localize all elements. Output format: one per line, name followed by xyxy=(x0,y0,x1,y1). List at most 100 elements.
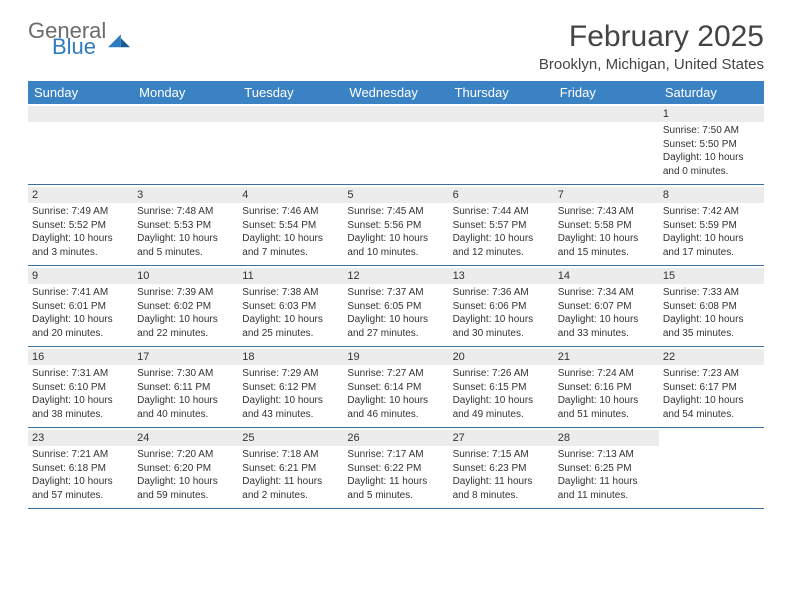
day-number: 17 xyxy=(133,349,238,365)
day-cell xyxy=(238,104,343,184)
day-number: 23 xyxy=(28,430,133,446)
day-number xyxy=(554,106,659,122)
daylight-text: Daylight: 10 hours and 12 minutes. xyxy=(453,232,550,259)
sunset-text: Sunset: 6:25 PM xyxy=(558,462,655,476)
day-cell: 17Sunrise: 7:30 AMSunset: 6:11 PMDayligh… xyxy=(133,347,238,427)
sunrise-text: Sunrise: 7:38 AM xyxy=(242,286,339,300)
day-number xyxy=(133,106,238,122)
daylight-text: Daylight: 10 hours and 49 minutes. xyxy=(453,394,550,421)
logo: General Blue xyxy=(28,20,130,58)
day-header: Saturday xyxy=(659,81,764,104)
day-number xyxy=(343,106,448,122)
logo-text-blue: Blue xyxy=(52,36,106,58)
day-cell: 24Sunrise: 7:20 AMSunset: 6:20 PMDayligh… xyxy=(133,428,238,508)
day-cell: 10Sunrise: 7:39 AMSunset: 6:02 PMDayligh… xyxy=(133,266,238,346)
sunset-text: Sunset: 5:58 PM xyxy=(558,219,655,233)
sunset-text: Sunset: 6:20 PM xyxy=(137,462,234,476)
day-cell: 2Sunrise: 7:49 AMSunset: 5:52 PMDaylight… xyxy=(28,185,133,265)
day-number: 7 xyxy=(554,187,659,203)
day-header-row: SundayMondayTuesdayWednesdayThursdayFrid… xyxy=(28,81,764,104)
day-header: Wednesday xyxy=(343,81,448,104)
sunrise-text: Sunrise: 7:42 AM xyxy=(663,205,760,219)
day-header: Tuesday xyxy=(238,81,343,104)
sunrise-text: Sunrise: 7:43 AM xyxy=(558,205,655,219)
sunrise-text: Sunrise: 7:49 AM xyxy=(32,205,129,219)
sunset-text: Sunset: 5:59 PM xyxy=(663,219,760,233)
day-number: 4 xyxy=(238,187,343,203)
sunrise-text: Sunrise: 7:13 AM xyxy=(558,448,655,462)
day-cell: 8 Sunrise: 7:42 AMSunset: 5:59 PMDaylight… xyxy=(659,185,764,265)
daylight-text: Daylight: 10 hours and 59 minutes. xyxy=(137,475,234,502)
sunset-text: Sunset: 5:57 PM xyxy=(453,219,550,233)
sunrise-text: Sunrise: 7:21 AM xyxy=(32,448,129,462)
daylight-text: Daylight: 10 hours and 46 minutes. xyxy=(347,394,444,421)
calendar: SundayMondayTuesdayWednesdayThursdayFrid… xyxy=(28,81,764,509)
daylight-text: Daylight: 10 hours and 3 minutes. xyxy=(32,232,129,259)
day-header: Monday xyxy=(133,81,238,104)
day-cell: 27Sunrise: 7:15 AMSunset: 6:23 PMDayligh… xyxy=(449,428,554,508)
day-cell: 15Sunrise: 7:33 AMSunset: 6:08 PMDayligh… xyxy=(659,266,764,346)
daylight-text: Daylight: 10 hours and 38 minutes. xyxy=(32,394,129,421)
day-number: 8 xyxy=(659,187,764,203)
daylight-text: Daylight: 10 hours and 10 minutes. xyxy=(347,232,444,259)
day-number: 16 xyxy=(28,349,133,365)
day-number: 1 xyxy=(659,106,764,122)
day-number: 28 xyxy=(554,430,659,446)
daylight-text: Daylight: 10 hours and 17 minutes. xyxy=(663,232,760,259)
day-number xyxy=(449,106,554,122)
day-cell: 26Sunrise: 7:17 AMSunset: 6:22 PMDayligh… xyxy=(343,428,448,508)
sunrise-text: Sunrise: 7:33 AM xyxy=(663,286,760,300)
sunset-text: Sunset: 6:15 PM xyxy=(453,381,550,395)
daylight-text: Daylight: 10 hours and 25 minutes. xyxy=(242,313,339,340)
day-number xyxy=(238,106,343,122)
sunset-text: Sunset: 5:56 PM xyxy=(347,219,444,233)
day-cell: 12 Sunrise: 7:37 AMSunset: 6:05 PMDayligh… xyxy=(343,266,448,346)
daylight-text: Daylight: 10 hours and 40 minutes. xyxy=(137,394,234,421)
sunrise-text: Sunrise: 7:15 AM xyxy=(453,448,550,462)
sunrise-text: Sunrise: 7:37 AM xyxy=(347,286,444,300)
daylight-text: Daylight: 10 hours and 5 minutes. xyxy=(137,232,234,259)
month-title: February 2025 xyxy=(539,20,764,54)
daylight-text: Daylight: 10 hours and 33 minutes. xyxy=(558,313,655,340)
day-cell xyxy=(554,104,659,184)
daylight-text: Daylight: 11 hours and 8 minutes. xyxy=(453,475,550,502)
day-cell: 3Sunrise: 7:48 AMSunset: 5:53 PMDaylight… xyxy=(133,185,238,265)
sunrise-text: Sunrise: 7:18 AM xyxy=(242,448,339,462)
day-cell: 16Sunrise: 7:31 AMSunset: 6:10 PMDayligh… xyxy=(28,347,133,427)
day-number: 10 xyxy=(133,268,238,284)
sunrise-text: Sunrise: 7:39 AM xyxy=(137,286,234,300)
week-row: 16Sunrise: 7:31 AMSunset: 6:10 PMDayligh… xyxy=(28,347,764,428)
day-number: 11 xyxy=(238,268,343,284)
sunset-text: Sunset: 6:05 PM xyxy=(347,300,444,314)
day-number: 2 xyxy=(28,187,133,203)
sunset-text: Sunset: 6:02 PM xyxy=(137,300,234,314)
daylight-text: Daylight: 10 hours and 20 minutes. xyxy=(32,313,129,340)
day-cell: 13Sunrise: 7:36 AMSunset: 6:06 PMDayligh… xyxy=(449,266,554,346)
sunset-text: Sunset: 6:03 PM xyxy=(242,300,339,314)
day-cell: 18Sunrise: 7:29 AMSunset: 6:12 PMDayligh… xyxy=(238,347,343,427)
day-number: 13 xyxy=(449,268,554,284)
sunrise-text: Sunrise: 7:45 AM xyxy=(347,205,444,219)
daylight-text: Daylight: 10 hours and 0 minutes. xyxy=(663,151,760,178)
day-number: 21 xyxy=(554,349,659,365)
day-number: 12 xyxy=(343,268,448,284)
day-number: 5 xyxy=(343,187,448,203)
day-cell: 22Sunrise: 7:23 AMSunset: 6:17 PMDayligh… xyxy=(659,347,764,427)
sunset-text: Sunset: 6:23 PM xyxy=(453,462,550,476)
daylight-text: Daylight: 10 hours and 35 minutes. xyxy=(663,313,760,340)
day-number: 9 xyxy=(28,268,133,284)
week-row: 2Sunrise: 7:49 AMSunset: 5:52 PMDaylight… xyxy=(28,185,764,266)
week-row: 9Sunrise: 7:41 AMSunset: 6:01 PMDaylight… xyxy=(28,266,764,347)
daylight-text: Daylight: 10 hours and 27 minutes. xyxy=(347,313,444,340)
daylight-text: Daylight: 11 hours and 5 minutes. xyxy=(347,475,444,502)
sunset-text: Sunset: 6:01 PM xyxy=(32,300,129,314)
sunset-text: Sunset: 6:12 PM xyxy=(242,381,339,395)
sunset-text: Sunset: 6:11 PM xyxy=(137,381,234,395)
week-row: 23Sunrise: 7:21 AMSunset: 6:18 PMDayligh… xyxy=(28,428,764,509)
day-cell: 4Sunrise: 7:46 AMSunset: 5:54 PMDaylight… xyxy=(238,185,343,265)
day-cell: 21Sunrise: 7:24 AMSunset: 6:16 PMDayligh… xyxy=(554,347,659,427)
sunset-text: Sunset: 6:17 PM xyxy=(663,381,760,395)
sunset-text: Sunset: 6:10 PM xyxy=(32,381,129,395)
sunset-text: Sunset: 5:50 PM xyxy=(663,138,760,152)
day-cell: 28Sunrise: 7:13 AMSunset: 6:25 PMDayligh… xyxy=(554,428,659,508)
